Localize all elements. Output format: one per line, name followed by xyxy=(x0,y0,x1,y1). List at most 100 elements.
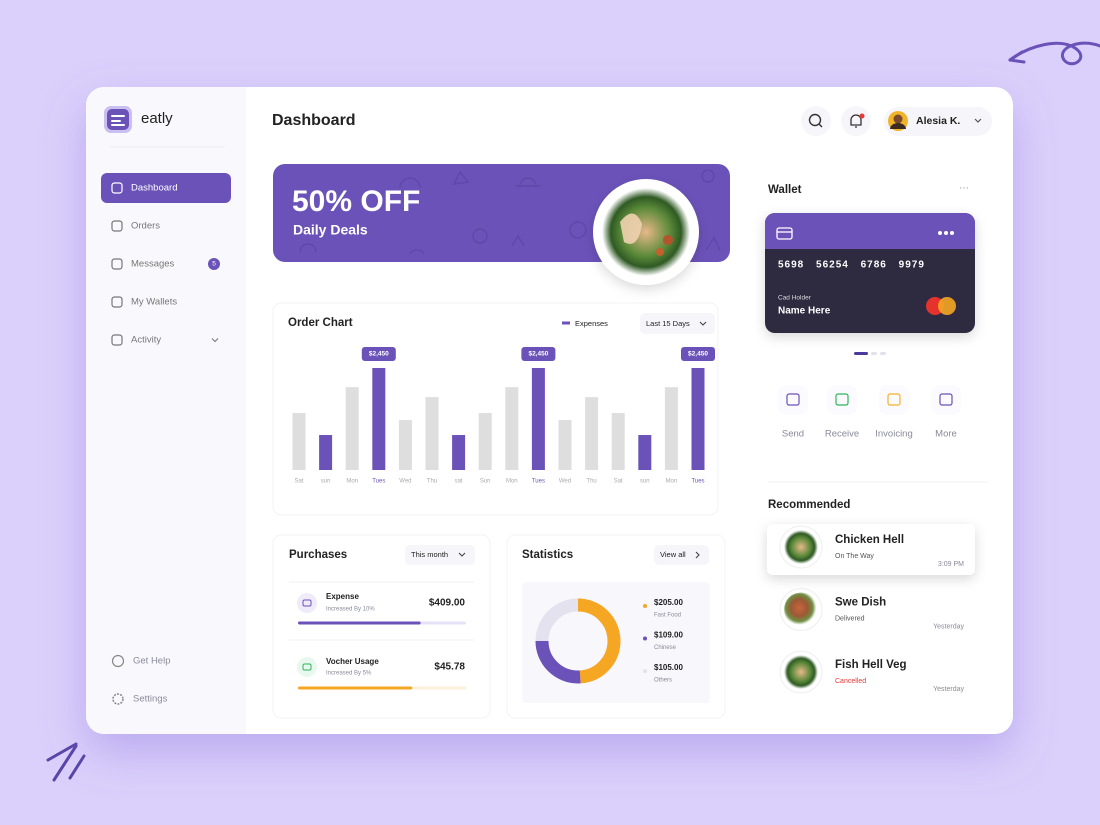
menu-active-bg xyxy=(101,173,231,203)
bar xyxy=(292,412,306,470)
recommended-item[interactable]: Chicken Hell On The Way 3:09 PM xyxy=(779,525,964,569)
x-tick-label: sat xyxy=(455,479,463,485)
dish-status: Cancelled xyxy=(835,678,866,685)
value-label: $2,450 xyxy=(528,351,548,358)
menu-item[interactable]: Orders xyxy=(111,220,160,232)
bar xyxy=(531,368,545,470)
action-icon xyxy=(786,393,800,406)
voucher-icon xyxy=(302,663,312,671)
wallet-action[interactable]: Invoicing xyxy=(875,385,913,440)
x-tick-label: Mon xyxy=(666,479,678,485)
donut-segment xyxy=(535,598,621,684)
voucher-icon xyxy=(297,657,317,677)
recommended-title: Recommended xyxy=(768,499,850,511)
recommended-item[interactable]: Fish Hell Veg Cancelled Yesterday xyxy=(779,650,964,694)
expense-icon xyxy=(302,599,312,607)
value-label: $2,450 xyxy=(688,351,708,358)
pager-dot[interactable] xyxy=(880,352,886,355)
value-label: $2,450 xyxy=(369,351,389,358)
banner-pattern xyxy=(299,169,721,255)
statistics-title: Statistics xyxy=(522,549,573,561)
user-menu[interactable]: Alesia K. xyxy=(884,107,992,136)
purchase-name: Expense xyxy=(326,592,359,601)
dish-image xyxy=(784,530,818,564)
bar xyxy=(372,368,386,470)
menu-icon xyxy=(111,258,123,270)
menu-item[interactable]: Messages 5 xyxy=(111,258,220,270)
x-tick-label: Sat xyxy=(614,479,623,485)
bank-card[interactable] xyxy=(765,213,975,333)
wallet-action[interactable]: Send xyxy=(778,385,808,440)
dish-name: Chicken Hell xyxy=(835,534,904,546)
purchase-note: Increased By 5% xyxy=(326,671,372,677)
bar xyxy=(398,420,412,470)
action-icon xyxy=(835,393,849,406)
bar xyxy=(425,397,439,470)
notification-button[interactable] xyxy=(841,106,871,136)
view-all-button[interactable]: View all xyxy=(654,545,709,565)
settings-link[interactable]: Settings xyxy=(112,693,168,705)
help-label: Get Help xyxy=(133,656,171,667)
dish-name: Fish Hell Veg xyxy=(835,659,907,671)
order-chart-filter[interactable]: Last 15 Days xyxy=(640,313,715,334)
wallet-title: Wallet xyxy=(768,184,802,196)
menu-icon xyxy=(111,220,123,232)
bar xyxy=(558,420,572,470)
dish-status: Delivered xyxy=(835,615,865,622)
legend-label: Fast Food xyxy=(654,613,681,619)
bar xyxy=(319,435,333,470)
action-icon xyxy=(887,393,901,406)
help-link[interactable]: Get Help xyxy=(111,654,171,668)
wallet-action[interactable]: Receive xyxy=(825,385,859,440)
x-tick-label: Sat xyxy=(294,479,303,485)
menu-item[interactable]: Dashboard xyxy=(101,173,231,203)
pager-dot[interactable] xyxy=(854,352,868,355)
menu-label: My Wallets xyxy=(131,297,177,308)
menu-label: Orders xyxy=(131,221,160,232)
bar xyxy=(452,435,466,470)
filter-label: Last 15 Days xyxy=(646,319,690,328)
value-label: $105.00 xyxy=(654,663,683,672)
wallet-menu[interactable]: ··· xyxy=(959,183,969,194)
page-title: Dashboard xyxy=(272,112,356,129)
menu-icon xyxy=(111,182,123,194)
card-holder-label: Cad Holder xyxy=(778,295,812,302)
view-all-label: View all xyxy=(660,550,686,559)
dish-name: Swe Dish xyxy=(835,597,886,609)
value-label-bg xyxy=(361,347,396,361)
action-label: Invoicing xyxy=(875,429,913,440)
action-icon xyxy=(939,393,953,406)
x-tick-label: sun xyxy=(640,479,650,485)
action-icon-bg xyxy=(879,385,909,415)
value-label: $205.00 xyxy=(654,598,683,607)
donut-segment xyxy=(535,598,621,684)
x-tick-label: Thu xyxy=(586,479,596,485)
purchases-filter[interactable]: This month xyxy=(405,545,475,565)
legend-label: Chinese xyxy=(654,645,677,651)
action-icon-bg xyxy=(931,385,961,415)
x-tick-label: Sun xyxy=(480,479,491,485)
card-holder: Name Here xyxy=(778,306,831,317)
x-tick-label: Wed xyxy=(559,479,571,485)
menu-label: Messages xyxy=(131,259,175,270)
wallet-action[interactable]: More xyxy=(931,385,961,440)
dish-image xyxy=(784,655,818,689)
purchase-note: Increased By 10% xyxy=(326,607,375,613)
search-button[interactable] xyxy=(801,106,831,136)
bar xyxy=(611,412,625,470)
logo[interactable] xyxy=(104,106,132,133)
banner-subtitle: Daily Deals xyxy=(293,222,368,238)
recommended-item[interactable]: Swe Dish Delivered Yesterday xyxy=(779,588,964,631)
legend-dot xyxy=(643,669,647,673)
x-tick-label: Mon xyxy=(346,479,358,485)
menu-item[interactable]: My Wallets xyxy=(111,296,177,308)
pager-dot[interactable] xyxy=(871,352,877,355)
purchase-name: Vocher Usage xyxy=(326,657,379,666)
action-label: More xyxy=(935,429,957,440)
sidebar xyxy=(86,87,246,734)
menu-item[interactable]: Activity xyxy=(111,334,219,346)
legend-dot xyxy=(643,604,647,608)
bar xyxy=(478,412,492,470)
menu-icon xyxy=(111,334,123,346)
